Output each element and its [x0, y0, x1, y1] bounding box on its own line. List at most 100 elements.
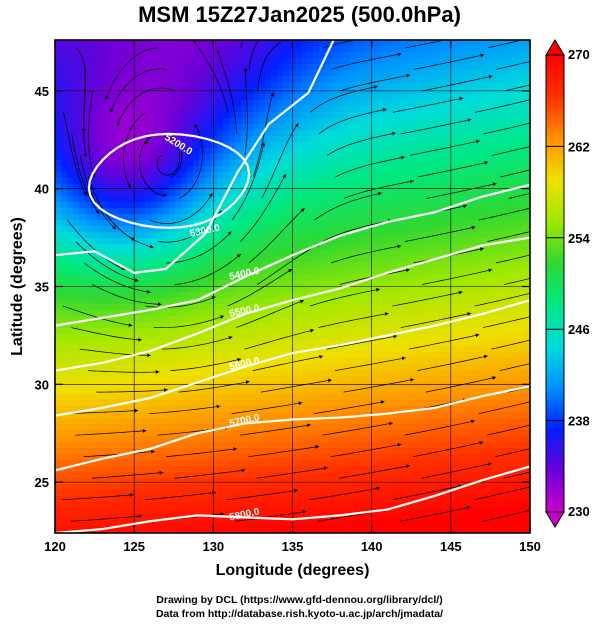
streamline-arrow	[151, 449, 155, 454]
streamlines	[62, 40, 579, 522]
streamline-arrow	[541, 95, 545, 99]
streamline-arrow	[479, 440, 484, 445]
streamline	[174, 253, 242, 285]
streamline-arrow	[194, 124, 198, 129]
streamline-arrow	[541, 289, 545, 293]
streamline-arrow	[164, 136, 169, 140]
streamline-arrow	[373, 85, 378, 89]
streamline-arrow	[397, 443, 402, 447]
streamline-arrow	[566, 353, 570, 357]
streamline-arrow	[110, 108, 114, 113]
streamline	[231, 142, 265, 221]
streamline-arrow	[147, 353, 151, 358]
streamline	[478, 401, 530, 415]
streamline-arrow	[116, 122, 121, 127]
streamline-arrow	[484, 161, 489, 165]
streamline	[174, 469, 246, 479]
streamline-arrow	[208, 193, 213, 198]
streamline-arrow	[492, 376, 497, 380]
streamline-arrow	[475, 139, 480, 144]
streamline-arrow	[409, 179, 414, 184]
streamline-arrow	[471, 419, 475, 424]
streamline	[412, 441, 484, 458]
streamline	[153, 315, 225, 329]
streamline-arrow	[300, 208, 305, 213]
streamline	[75, 241, 139, 282]
colorbar-tick-label: 230	[568, 504, 590, 519]
streamline	[149, 193, 213, 224]
streamline	[261, 123, 299, 199]
streamline	[331, 53, 402, 70]
height-contour	[87, 132, 251, 229]
colorbar: 230 238 246 254 262 270	[545, 39, 590, 528]
streamline	[487, 40, 524, 49]
streamline-arrow	[575, 180, 579, 184]
streamline-arrow	[129, 493, 134, 497]
streamline	[88, 176, 136, 241]
streamline	[474, 293, 530, 307]
chart-title: MSM 15Z27Jan2025 (500.0hPa)	[138, 2, 461, 27]
streamline-arrow	[327, 378, 332, 383]
streamline-arrow	[389, 421, 393, 426]
streamline-arrow	[105, 95, 109, 100]
streamline	[508, 193, 530, 199]
streamline-arrow	[570, 267, 574, 271]
streamline	[309, 288, 380, 307]
streamline	[322, 422, 393, 436]
streamline	[66, 410, 139, 415]
streamline	[482, 509, 530, 522]
streamline-arrow	[570, 460, 574, 464]
streamline-arrow	[467, 118, 472, 123]
streamline	[145, 296, 216, 308]
streamline-arrow	[227, 231, 232, 236]
streamline	[405, 40, 447, 49]
streamline	[231, 402, 303, 415]
streamline-arrow	[459, 96, 464, 101]
streamline	[217, 49, 237, 134]
streamline	[486, 424, 530, 436]
streamline	[496, 61, 530, 70]
streamline	[70, 515, 142, 522]
credit-line-1: Drawing by DCL (https://www.gfd-dennou.o…	[156, 594, 443, 606]
streamline-arrow	[127, 184, 132, 189]
height-contour	[55, 465, 530, 533]
streamline	[408, 334, 480, 350]
streamline-arrow	[112, 225, 116, 230]
streamline-arrow	[243, 67, 248, 72]
streamline-arrow	[384, 312, 389, 316]
streamline-arrow	[149, 244, 154, 249]
streamline	[313, 401, 385, 415]
streamline	[92, 472, 164, 479]
streamline-arrow	[270, 92, 275, 97]
streamline	[162, 336, 233, 350]
x-tick-label: 150	[519, 539, 541, 554]
streamline-arrow	[236, 254, 241, 258]
streamline	[158, 210, 223, 243]
streamline-arrow	[397, 244, 401, 249]
y-tick-label: 45	[35, 84, 49, 99]
streamline-arrow	[212, 490, 216, 495]
streamline-arrow	[400, 155, 405, 160]
streamline-arrow	[458, 290, 463, 295]
streamline	[310, 85, 378, 113]
streamline	[149, 405, 221, 415]
height-contour	[55, 385, 530, 472]
streamline	[83, 262, 151, 293]
streamline	[417, 161, 489, 178]
y-tick-label: 25	[35, 475, 49, 490]
streamline-arrow	[566, 159, 570, 163]
streamline-arrow	[376, 486, 381, 491]
streamline	[166, 231, 232, 264]
streamline-arrow	[155, 370, 160, 374]
streamline-arrow	[391, 131, 396, 136]
colorbar-tick-label: 254	[568, 231, 590, 246]
streamline	[335, 156, 405, 178]
streamline	[338, 465, 410, 479]
streamline-arrow	[237, 357, 241, 362]
streamline-arrow	[134, 408, 139, 413]
streamline-arrow	[319, 354, 324, 359]
streamline-arrow	[463, 204, 467, 209]
x-tick-label: 120	[44, 539, 66, 554]
streamline	[248, 207, 305, 264]
